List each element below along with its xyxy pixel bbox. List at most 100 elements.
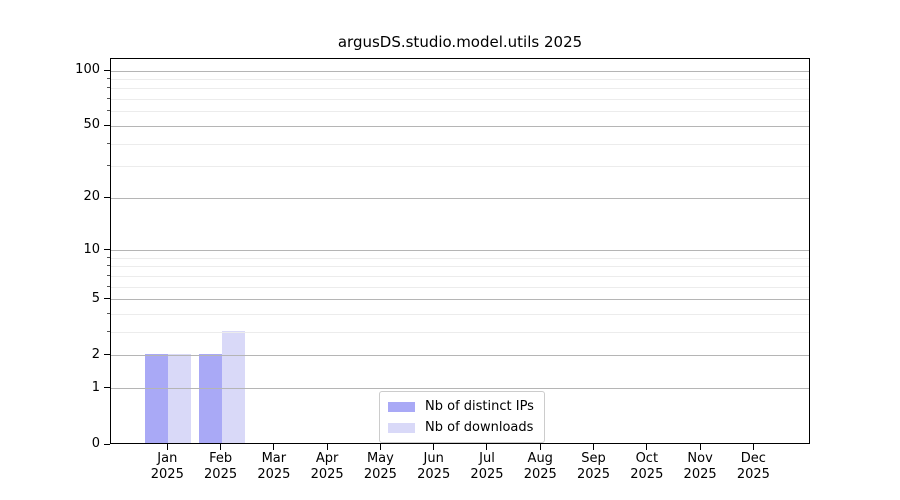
gridline-minor bbox=[111, 99, 809, 101]
x-tick-month: Dec bbox=[740, 451, 766, 466]
gridline-minor bbox=[111, 275, 809, 277]
gridline-minor bbox=[111, 286, 809, 288]
x-tick-label: Mar 2025 bbox=[242, 451, 306, 483]
x-tick-month: Aug bbox=[527, 451, 553, 466]
y-tick-mark bbox=[104, 249, 110, 251]
legend-item-downloads: Nb of downloads bbox=[388, 420, 534, 435]
y-minor-tick-mark bbox=[107, 331, 110, 333]
y-minor-tick-mark bbox=[107, 77, 110, 79]
x-tick-mark bbox=[646, 444, 648, 450]
bar-downloads bbox=[221, 330, 245, 443]
x-tick-year: 2025 bbox=[310, 467, 344, 482]
y-minor-tick-mark bbox=[107, 265, 110, 267]
gridline-major bbox=[111, 388, 809, 390]
x-tick-month: Feb bbox=[209, 451, 233, 466]
x-tick-label: Apr 2025 bbox=[295, 451, 359, 483]
x-tick-month: Nov bbox=[687, 451, 713, 466]
y-tick-label: 20 bbox=[83, 189, 100, 205]
x-tick-year: 2025 bbox=[576, 467, 611, 482]
gridline-minor bbox=[111, 78, 809, 80]
gridline-minor bbox=[111, 166, 809, 168]
x-tick-mark bbox=[220, 444, 222, 450]
y-minor-tick-mark bbox=[107, 142, 110, 144]
x-tick-year: 2025 bbox=[683, 467, 717, 482]
x-tick-label: Oct 2025 bbox=[615, 451, 679, 483]
y-tick-mark bbox=[104, 354, 110, 356]
y-tick-label: 1 bbox=[91, 379, 100, 395]
x-tick-month: Jul bbox=[479, 451, 495, 466]
x-tick-label: Dec 2025 bbox=[721, 451, 785, 483]
x-tick-year: 2025 bbox=[736, 467, 770, 482]
y-tick-label: 2 bbox=[91, 346, 100, 362]
x-tick-mark bbox=[326, 444, 328, 450]
legend: Nb of distinct IPs Nb of downloads bbox=[379, 391, 545, 443]
bars-layer bbox=[111, 59, 809, 443]
x-tick-month: Apr bbox=[315, 451, 339, 466]
y-tick-label: 0 bbox=[91, 436, 100, 451]
x-tick-month: Oct bbox=[635, 451, 659, 466]
x-tick-mark bbox=[593, 444, 595, 450]
legend-swatch-distinct-ips bbox=[388, 401, 415, 412]
gridline-minor bbox=[111, 266, 809, 268]
plot-area bbox=[110, 58, 810, 444]
y-tick-mark bbox=[104, 196, 110, 198]
x-tick-label: Nov 2025 bbox=[668, 451, 732, 483]
y-tick-label: 50 bbox=[83, 117, 100, 133]
x-tick-year: 2025 bbox=[150, 467, 184, 482]
y-minor-tick-mark bbox=[107, 256, 110, 258]
x-tick-mark bbox=[433, 444, 435, 450]
bar-distinct-ips bbox=[198, 353, 222, 443]
x-tick-month: Sep bbox=[581, 451, 606, 466]
gridline-major bbox=[111, 250, 809, 252]
gridline-major bbox=[111, 125, 809, 127]
gridline-minor bbox=[111, 88, 809, 90]
y-minor-tick-mark bbox=[107, 285, 110, 287]
x-tick-mark bbox=[539, 444, 541, 450]
y-minor-tick-mark bbox=[107, 110, 110, 112]
bar-distinct-ips bbox=[145, 353, 169, 443]
y-tick-label: 5 bbox=[91, 290, 100, 306]
y-minor-tick-mark bbox=[107, 313, 110, 315]
x-tick-year: 2025 bbox=[257, 467, 291, 482]
y-minor-tick-mark bbox=[107, 165, 110, 167]
x-tick-label: Jan 2025 bbox=[135, 451, 199, 483]
y-minor-tick-mark bbox=[107, 98, 110, 100]
y-tick-mark bbox=[104, 387, 110, 389]
x-tick-month: May bbox=[366, 451, 394, 466]
x-tick-label: Feb 2025 bbox=[189, 451, 253, 483]
x-tick-year: 2025 bbox=[470, 467, 504, 482]
x-tick-mark bbox=[166, 444, 168, 450]
y-tick-mark bbox=[104, 124, 110, 126]
x-tick-month: Mar bbox=[261, 451, 287, 466]
y-tick-mark bbox=[104, 443, 110, 445]
x-tick-label: Jul 2025 bbox=[455, 451, 519, 483]
gridline-minor bbox=[111, 257, 809, 259]
x-tick-label: Aug 2025 bbox=[508, 451, 572, 483]
gridline-minor bbox=[111, 332, 809, 334]
x-tick-mark bbox=[699, 444, 701, 450]
chart-title: argusDS.studio.model.utils 2025 bbox=[337, 33, 583, 51]
gridline-minor bbox=[111, 314, 809, 316]
x-tick-year: 2025 bbox=[523, 467, 557, 482]
x-tick-mark bbox=[486, 444, 488, 450]
x-tick-mark bbox=[273, 444, 275, 450]
gridline-minor bbox=[111, 143, 809, 145]
x-tick-year: 2025 bbox=[417, 467, 451, 482]
x-tick-month: Jun bbox=[423, 451, 444, 466]
legend-item-distinct-ips: Nb of distinct IPs bbox=[388, 399, 534, 414]
y-minor-tick-mark bbox=[107, 274, 110, 276]
gridline-major bbox=[111, 197, 809, 199]
bar-downloads bbox=[168, 353, 192, 443]
gridline-minor bbox=[111, 111, 809, 113]
y-tick-mark bbox=[104, 298, 110, 300]
x-tick-month: Jan bbox=[157, 451, 178, 466]
x-tick-mark bbox=[379, 444, 381, 450]
y-tick-mark bbox=[104, 69, 110, 71]
legend-label-distinct-ips: Nb of distinct IPs bbox=[425, 399, 534, 414]
y-tick-label: 100 bbox=[75, 62, 100, 77]
x-tick-label: Sep 2025 bbox=[562, 451, 626, 483]
y-tick-label: 10 bbox=[83, 241, 100, 257]
gridlines-layer bbox=[111, 59, 809, 443]
x-tick-label: Jun 2025 bbox=[402, 451, 466, 483]
